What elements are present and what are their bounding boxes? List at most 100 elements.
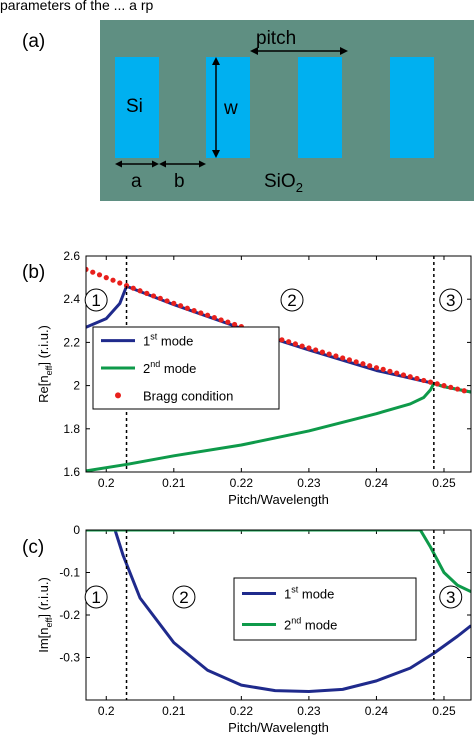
legend-label-sup: nd [150, 359, 160, 369]
caption-fragment: parameters of the ... a rp [0, 0, 154, 13]
y-axis-label-tail: ] (r.i.u.) [36, 577, 51, 617]
chart-im-neff: (c) Im[neff] (r.i.u.) Pitch/Wavelength 0.2 0… [22, 523, 472, 735]
legend-label-sup: nd [291, 616, 301, 626]
bragg-point [191, 308, 197, 314]
si-label: Si [126, 96, 143, 117]
x-tick-label: 0.24 [365, 704, 389, 718]
si-core-1 [115, 57, 159, 158]
y-tick-label: -0.1 [59, 566, 80, 580]
legend-label: 1st mode [284, 585, 334, 602]
b-arrow-right-icon [199, 160, 206, 168]
bragg-point [231, 321, 238, 328]
legend-label-tail: mode [157, 334, 193, 349]
x-tick-label: 0.24 [365, 476, 389, 490]
bragg-point [144, 290, 150, 296]
x-tick-label: 0.25 [432, 704, 456, 718]
bragg-point [353, 359, 359, 365]
legend-label: Bragg condition [143, 388, 233, 403]
bragg-point [204, 312, 211, 318]
y-tick-label: 1.6 [63, 465, 80, 479]
legend-label-tail: mode [160, 361, 196, 376]
bragg-point [313, 347, 319, 353]
x-axis-label: Pitch/Wavelength [228, 720, 329, 735]
bragg-point [414, 375, 420, 382]
w-arrow-down-icon [212, 150, 220, 158]
y-tick-label: -0.2 [59, 608, 80, 622]
region-1-circle [84, 288, 108, 312]
si-core-3 [298, 57, 342, 158]
bragg-point [340, 355, 346, 361]
region-1-label: 1 [91, 588, 100, 607]
bragg-point [184, 305, 190, 311]
bragg-point [454, 386, 461, 392]
bragg-point [211, 314, 217, 321]
b-arrow-left-icon [159, 160, 166, 168]
plot-frame [85, 255, 472, 473]
bragg-point [150, 293, 157, 299]
bragg-point [171, 300, 177, 306]
bragg-point [90, 269, 96, 275]
x-tick-label: 0.25 [432, 476, 456, 490]
legend-label-sup: st [291, 585, 299, 595]
bragg-point [400, 372, 407, 378]
x-tick-label: 0.2 [98, 476, 115, 490]
bragg-point [380, 366, 386, 372]
y-axis-label: Im[neff] (r.i.u.) [36, 577, 54, 653]
bragg-point [218, 317, 224, 323]
pitch-label: pitch [256, 28, 296, 49]
bragg-point [225, 319, 231, 325]
bragg-point [394, 370, 400, 376]
legend-label: 1st mode [143, 332, 193, 349]
region-3-label: 3 [446, 588, 455, 607]
bragg-point [319, 349, 326, 355]
bragg-point [360, 361, 366, 367]
bragg-point [117, 280, 123, 286]
region-1-circle [84, 585, 108, 609]
bragg-point [292, 341, 298, 347]
legend-label-tail: mode [301, 618, 337, 633]
a-label: a [131, 171, 142, 192]
x-tick-label: 0.23 [297, 704, 321, 718]
y-axis-label-sub: eff [44, 617, 54, 627]
bragg-point [373, 365, 380, 371]
bragg-point [123, 282, 130, 289]
bragg-point [434, 381, 440, 387]
bragg-point [333, 353, 339, 359]
mode1-line [86, 530, 471, 693]
bragg-point [137, 288, 143, 294]
y-tick-label: 1.8 [63, 422, 80, 436]
pitch-arrow-left-icon [250, 47, 258, 55]
a-arrow-left-icon [115, 160, 122, 168]
bragg-point [279, 337, 285, 343]
y-axis-label-main: Im[n [36, 628, 51, 653]
legend-label-base: Bragg condition [143, 388, 233, 403]
legend-label: 2nd mode [143, 359, 196, 376]
bragg-point [427, 379, 434, 385]
bragg-point [326, 351, 332, 357]
mode2-line [86, 530, 471, 593]
bragg-point [157, 295, 163, 301]
bragg-point [164, 298, 170, 304]
bragg-point [367, 363, 373, 369]
y-tick-label: 2.4 [63, 292, 80, 306]
si-core-4 [390, 57, 434, 158]
si-core-2 [206, 57, 250, 158]
y-tick-label: -0.3 [59, 651, 80, 665]
y-axis-label-main: Re[n [36, 375, 51, 402]
bragg-point [198, 310, 204, 316]
y-axis-label-sub: eff [44, 365, 54, 375]
legend-label-tail: mode [298, 587, 334, 602]
x-tick-label: 0.2 [98, 704, 115, 718]
region-3-circle [439, 585, 463, 609]
bragg-point [286, 339, 292, 345]
x-axis-label: Pitch/Wavelength [228, 492, 329, 507]
legend-label-sup: st [150, 332, 158, 342]
region-2-circle [280, 288, 304, 312]
pitch-arrow-right-icon [340, 47, 348, 55]
legend-swatch-dot [115, 392, 121, 399]
legend-label-base: 2 [284, 618, 291, 633]
bragg-point [96, 272, 103, 278]
legend-label-base: 1 [143, 334, 150, 349]
bragg-point [407, 374, 413, 380]
y-axis-label: Re[neff] (r.i.u.) [36, 325, 54, 403]
